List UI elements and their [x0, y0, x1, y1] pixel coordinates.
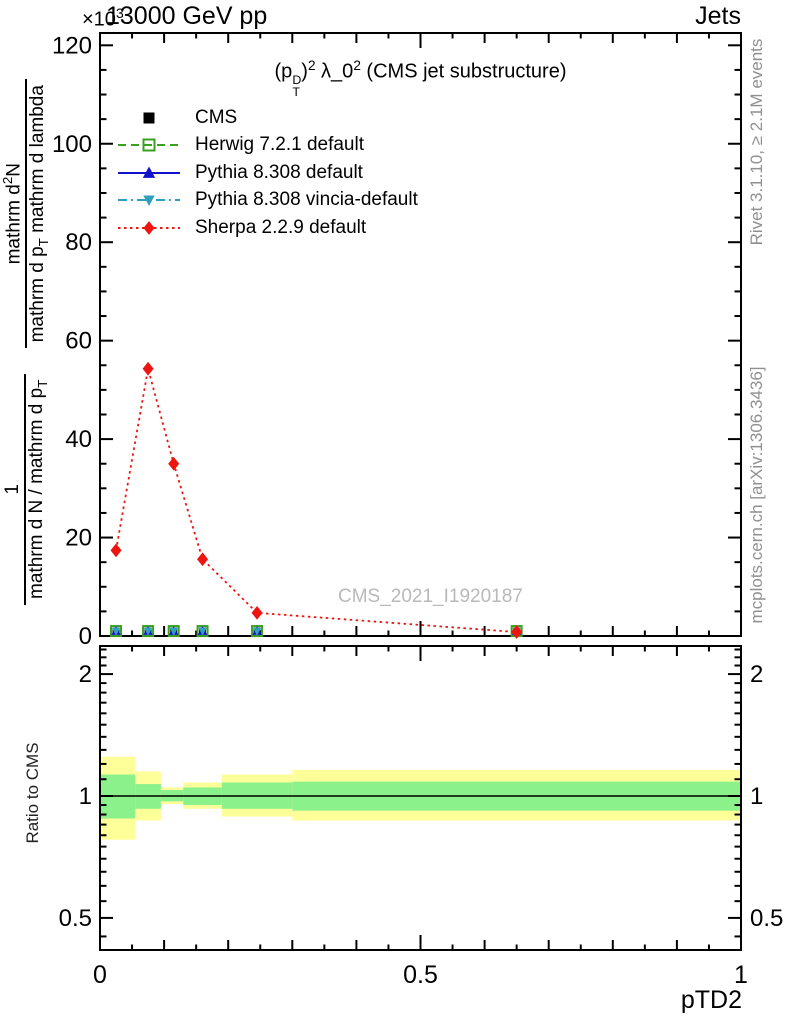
legend-item: Pythia 8.308 vincia-default — [116, 187, 418, 215]
tick-label: 0 — [79, 623, 92, 650]
open-square-marker-icon — [251, 625, 264, 638]
observable-title-part: ) — [301, 60, 308, 83]
fraction-denominator: mathrm d N / mathrm d pT — [23, 373, 51, 605]
observable-exponent: 2 — [307, 58, 316, 73]
y-axis-label: 1 mathrm d N / mathrm d pT mathrm d2N ma… — [0, 22, 60, 662]
legend-item: Herwig 7.2.1 default — [116, 132, 418, 160]
legend-item: Sherpa 2.2.9 default — [116, 214, 418, 242]
triangle-down-marker-icon — [169, 627, 178, 636]
legend-marker-icon — [143, 112, 155, 124]
legend-marker-icon — [118, 166, 180, 178]
legend-item-label: CMS — [195, 106, 238, 128]
observable-title-part: (CMS jet substructure) — [360, 60, 567, 83]
fraction-denominator-text: mathrm d lambda — [27, 85, 49, 239]
tick-label: 120 — [52, 32, 92, 59]
triangle-down-marker-icon — [143, 195, 155, 207]
fraction-denominator-text: mathrm d N / mathrm d p — [25, 387, 47, 599]
diamond-marker-icon — [197, 552, 209, 567]
diamond-marker-icon — [511, 625, 523, 639]
legend-marker-icon — [118, 195, 180, 207]
beam-energy-title: 13000 GeV pp — [106, 2, 268, 30]
tick-label: 80 — [65, 229, 92, 256]
open-square-marker-icon — [142, 138, 156, 152]
observable-superscript: D — [292, 72, 302, 87]
triangle-up-marker-icon — [142, 166, 156, 178]
diamond-marker-icon — [251, 605, 263, 620]
square-marker-icon — [143, 112, 155, 124]
multiplier-base: ×10 — [82, 8, 116, 31]
legend-item-label: Pythia 8.308 vincia-default — [195, 189, 418, 211]
triangle-down-marker-icon — [111, 627, 121, 636]
tick-label: 1 — [750, 783, 763, 810]
tick-label: 0 — [93, 961, 107, 989]
tick-label: 0.5 — [750, 905, 783, 932]
tick-label: 0.5 — [59, 905, 92, 932]
fraction-numerator-sup: 2 — [0, 176, 15, 185]
tick-label: 40 — [65, 426, 92, 453]
fraction-numerator-text: N — [3, 163, 25, 177]
tick-label: 2 — [79, 661, 92, 688]
fraction-numerator: 1 — [1, 484, 23, 495]
y-axis-multiplier: ×103 — [82, 5, 124, 32]
legend-item: CMS — [116, 104, 418, 132]
analysis-watermark: CMS_2021_I1920187 — [338, 586, 523, 607]
fraction-denominator-sub: T — [34, 379, 50, 388]
legend-marker-icon — [118, 138, 180, 152]
diamond-marker-icon — [110, 543, 122, 558]
tick-label: 1 — [79, 783, 92, 810]
y-axis-fraction-normalization: 1 mathrm d N / mathrm d pT — [1, 373, 51, 605]
fraction-numerator: mathrm d2N — [0, 157, 25, 270]
observable-subscript: T — [292, 85, 300, 100]
tick-label: 20 — [65, 525, 92, 552]
multiplier-exponent: 3 — [115, 5, 124, 21]
tick-label: 100 — [52, 131, 92, 158]
observable-title-part: (p — [274, 60, 293, 83]
observable-title-part: λ_0 — [315, 60, 354, 83]
diamond-marker-icon — [142, 361, 154, 376]
fraction-denominator-text: mathrm d p — [27, 246, 49, 343]
x-axis-label: pTD2 — [680, 986, 742, 1014]
legend-marker-icon — [118, 220, 180, 235]
diamond-marker-icon — [143, 220, 155, 235]
fraction-numerator-text: mathrm d — [3, 184, 25, 265]
observable-exponent: 2 — [353, 58, 361, 73]
ratio-axis-label: Ratio to CMS — [23, 742, 42, 844]
observable-title: (p D T)2 λ_02 (CMS jet substructure) — [100, 58, 741, 99]
y-axis-fraction-differential: mathrm d2N mathrm d pT mathrm d lambda — [0, 79, 52, 349]
diamond-marker-icon — [168, 456, 180, 471]
legend: CMS Herwig 7.2.1 default Pythia 8.308 defa… — [116, 104, 418, 242]
triangle-down-marker-icon — [252, 627, 262, 636]
legend-item-label: Sherpa 2.2.9 default — [195, 216, 367, 238]
tick-label: 0.5 — [403, 961, 438, 989]
fraction-denominator-sub: T — [35, 238, 51, 247]
legend-item-label: Pythia 8.308 default — [195, 161, 363, 183]
analysis-category-title: Jets — [695, 2, 741, 30]
mcplots-credit-label: mcplots.cern.ch [arXiv:1306.3436] — [747, 366, 766, 624]
triangle-down-marker-icon — [143, 627, 153, 636]
legend-item: Pythia 8.308 default — [116, 159, 418, 187]
tick-label: 2 — [750, 661, 763, 688]
legend-item-label: Herwig 7.2.1 default — [195, 134, 364, 156]
triangle-down-marker-icon — [198, 627, 207, 636]
tick-label: 1 — [734, 961, 748, 989]
fraction-denominator: mathrm d pT mathrm d lambda — [25, 79, 52, 349]
tick-label: 60 — [65, 328, 92, 355]
rivet-version-label: Rivet 3.1.10, ≥ 2.1M events — [747, 38, 766, 246]
